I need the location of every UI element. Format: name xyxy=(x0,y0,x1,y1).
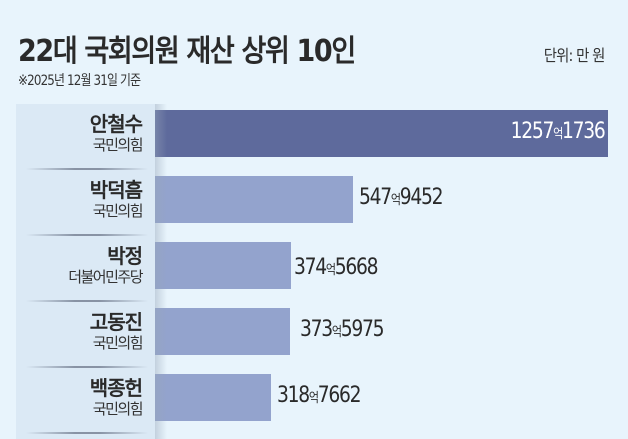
value-label: 547억9452 xyxy=(359,185,444,210)
label-panel xyxy=(16,104,155,439)
row-divider xyxy=(26,168,148,170)
party-name: 국민의힘 xyxy=(92,136,144,154)
bar-row: 박정 더불어민주당 374억5668 xyxy=(0,236,628,302)
member-name: 백종헌 xyxy=(89,376,143,400)
axis-shadow xyxy=(155,104,167,439)
bar xyxy=(155,374,271,421)
value-label: 1257억1736 xyxy=(510,119,605,144)
member-name: 박정 xyxy=(107,244,143,268)
row-divider xyxy=(26,300,148,302)
bar-row: 안철수 국민의힘 1257억1736 xyxy=(0,104,628,170)
bar xyxy=(155,308,290,355)
unit-label: 단위: 만 원 xyxy=(543,46,605,65)
value-label: 318억7662 xyxy=(277,383,362,408)
party-name: 국민의힘 xyxy=(92,400,144,418)
chart-subtitle: ※2025년 12월 31일 기준 xyxy=(18,73,141,89)
party-name: 국민의힘 xyxy=(92,202,144,220)
chart-title: 22대 국회의원 재산 상위 10인 xyxy=(18,34,356,69)
party-name: 더불어민주당 xyxy=(68,268,143,286)
row-divider xyxy=(26,432,148,434)
bar-row: 백종헌 국민의힘 318억7662 xyxy=(0,368,628,434)
member-name: 고동진 xyxy=(89,310,143,334)
value-label: 374억5668 xyxy=(294,255,379,280)
bar-row: 박덕흠 국민의힘 547억9452 xyxy=(0,170,628,236)
value-label: 373억5975 xyxy=(300,317,385,342)
party-name: 국민의힘 xyxy=(92,334,144,352)
row-divider xyxy=(26,366,148,368)
member-name: 박덕흠 xyxy=(89,178,143,202)
row-divider xyxy=(26,234,148,236)
member-name: 안철수 xyxy=(89,112,143,136)
bar xyxy=(155,176,353,223)
bar xyxy=(155,110,608,157)
bar xyxy=(155,242,291,289)
bar-row: 고동진 국민의힘 373억5975 xyxy=(0,302,628,368)
